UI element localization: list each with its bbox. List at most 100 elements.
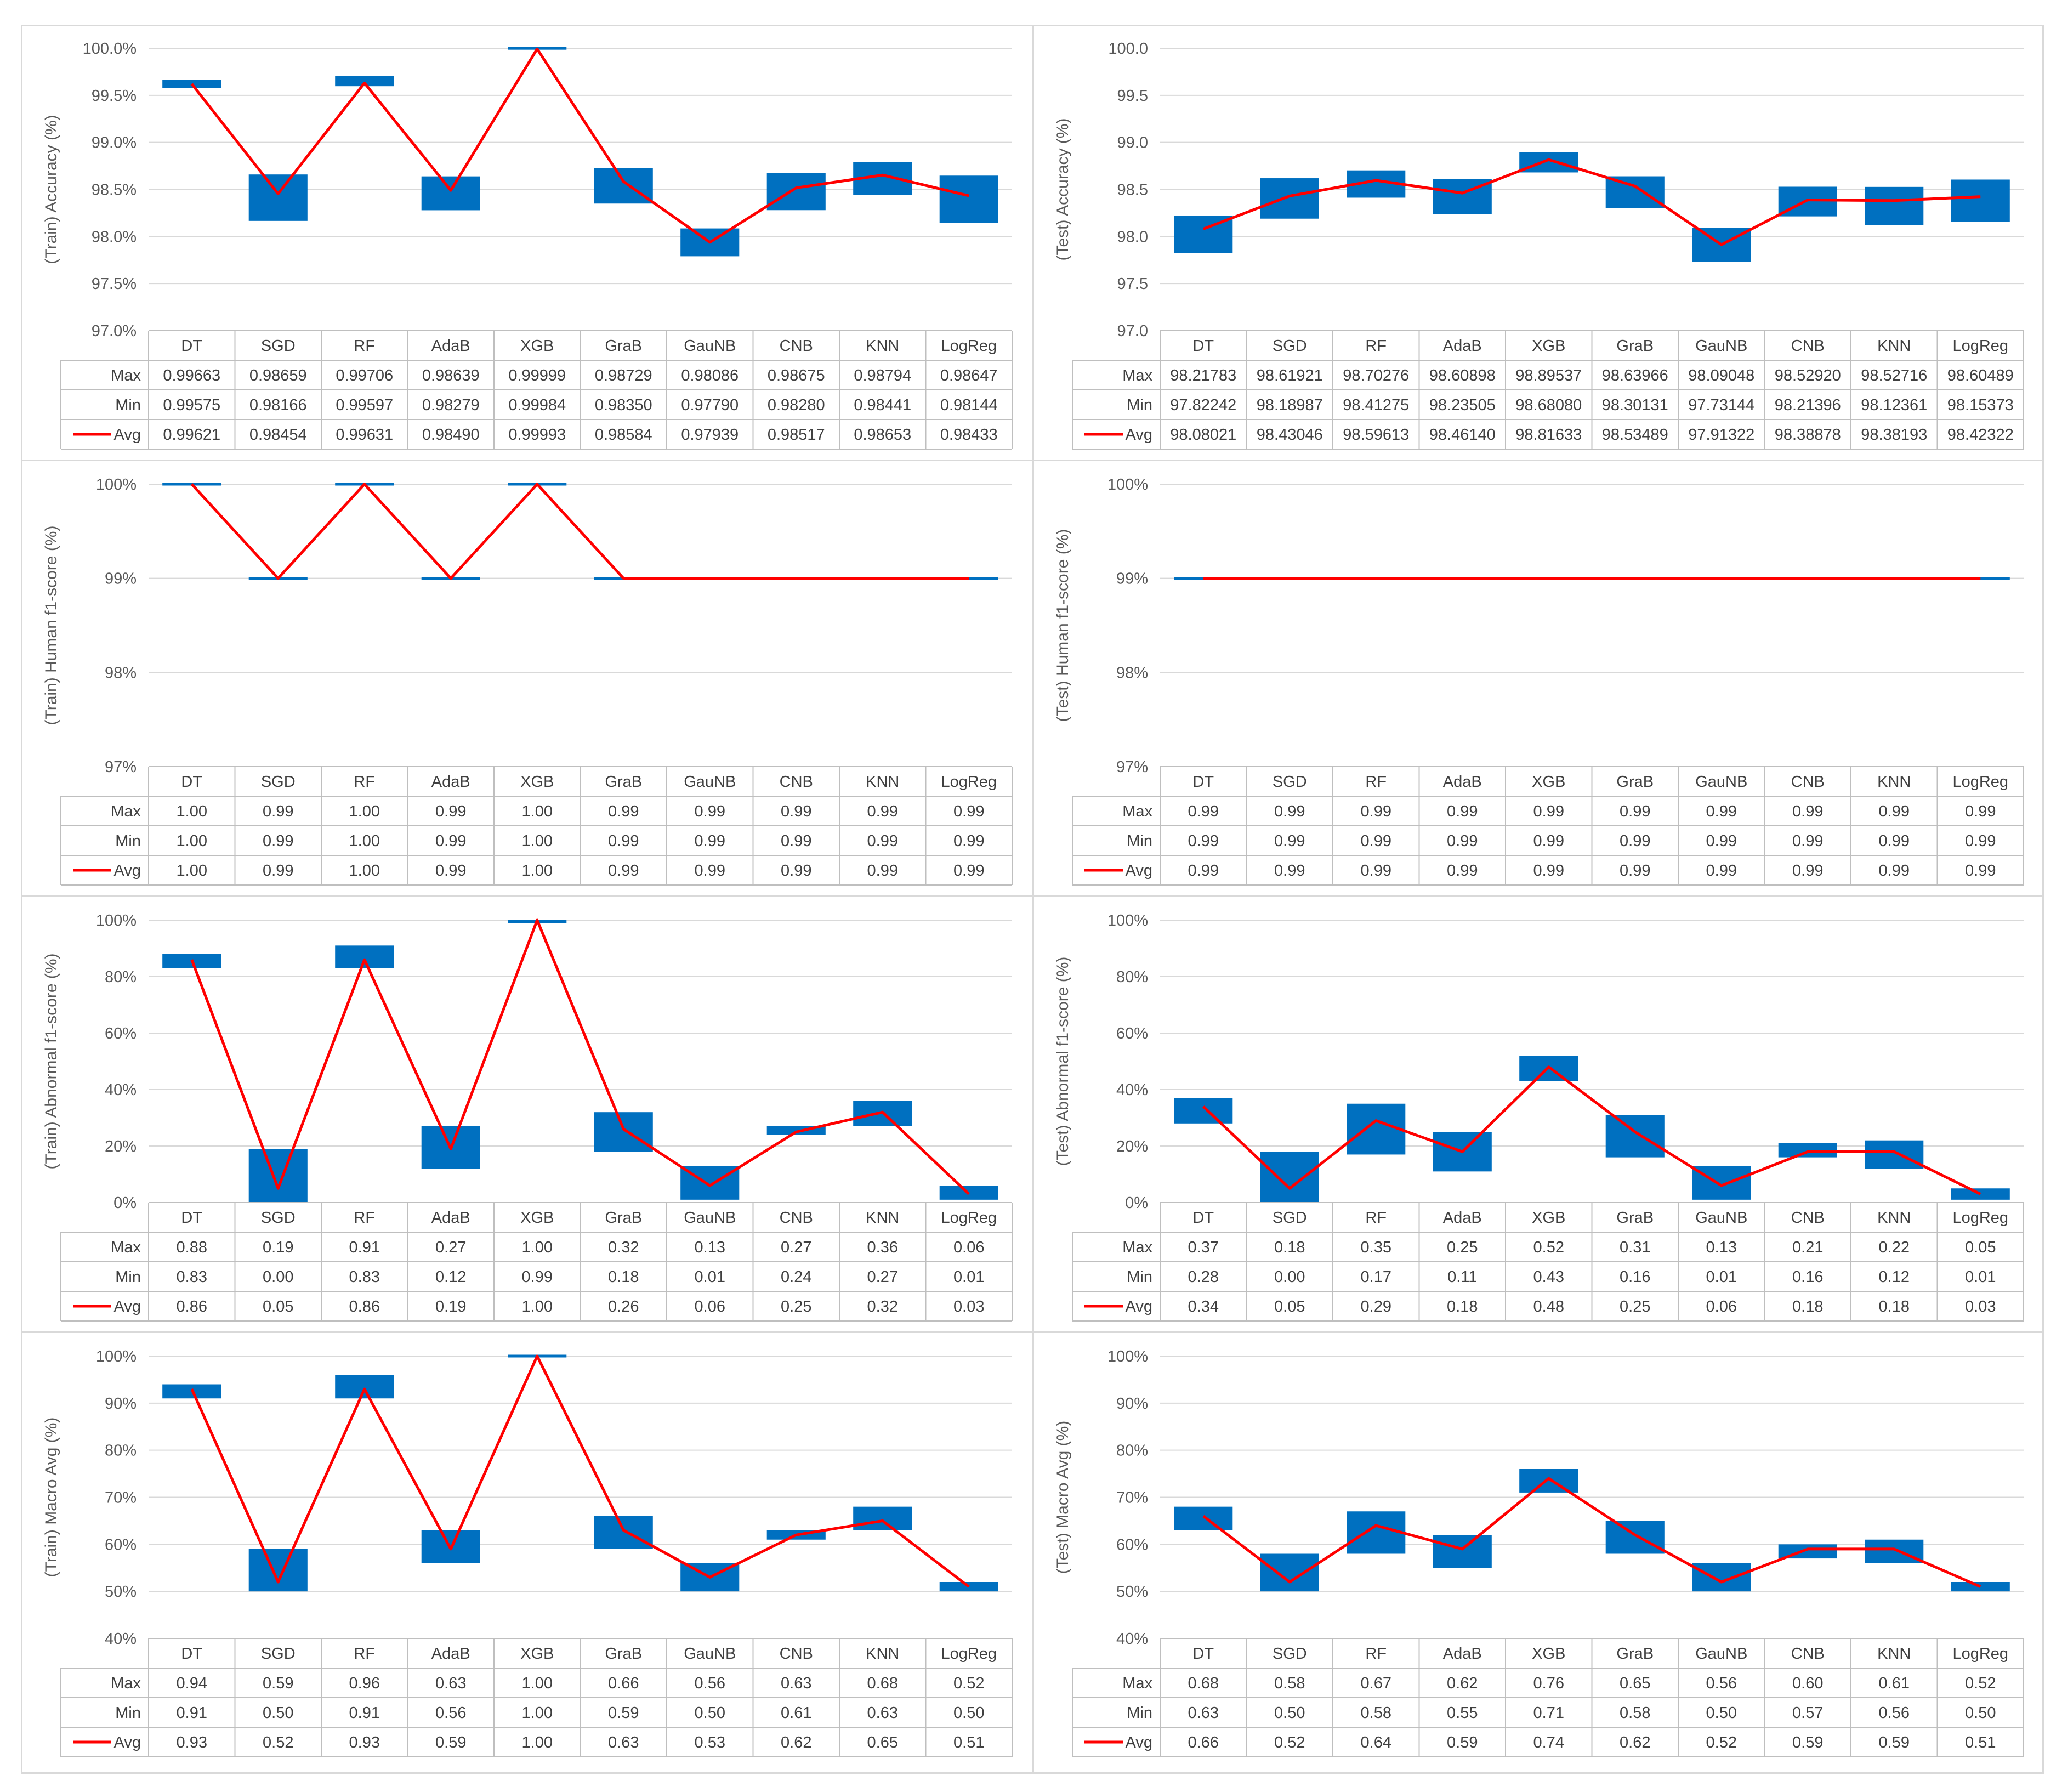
category-label-AdaB: AdaB — [431, 1645, 470, 1663]
cell-Min-CNB: 0.24 — [781, 1268, 811, 1286]
panel-divider-row-3 — [22, 1331, 2042, 1333]
row-label-Avg: Avg — [114, 862, 141, 880]
category-label-XGB: XGB — [1532, 337, 1565, 355]
cell-Min-LogReg: 0.98144 — [940, 396, 998, 414]
category-label-CNB: CNB — [1791, 773, 1825, 791]
box-CNB — [1778, 1143, 1837, 1158]
row-label-Max: Max — [1122, 1675, 1152, 1692]
y-tick-label: 100% — [1107, 476, 1148, 494]
category-label-RF: RF — [1365, 337, 1387, 355]
cell-Min-XGB: 0.43 — [1533, 1268, 1564, 1286]
box-RF — [1347, 1511, 1406, 1554]
cell-Max-GauNB: 0.56 — [1706, 1675, 1737, 1692]
cell-Avg-SGD: 0.05 — [263, 1298, 293, 1315]
cell-Max-XGB: 1.00 — [522, 803, 553, 820]
chart-svg-test-abnormal-f1: (Test) Abnormal f1-score (%) 0% 20% 40% 60% 8… — [1054, 912, 2024, 1322]
cell-Avg-CNB: 0.98517 — [768, 426, 825, 444]
cell-Avg-GauNB: 0.53 — [695, 1734, 725, 1751]
y-tick-label: 98% — [1116, 664, 1148, 682]
cell-Min-DT: 97.82242 — [1170, 396, 1236, 414]
cell-Max-RF: 0.91 — [349, 1239, 380, 1256]
chart-svg-train-abnormal-f1: (Train) Abnormal f1-score (%) 0% 20% 40% 60%… — [42, 912, 1013, 1322]
y-tick-label: 90% — [1116, 1395, 1148, 1413]
category-label-RF: RF — [1365, 1209, 1387, 1227]
category-label-DT: DT — [181, 1209, 202, 1227]
category-label-RF: RF — [354, 1209, 375, 1227]
cell-Min-AdaB: 0.12 — [435, 1268, 466, 1286]
cell-Avg-SGD: 0.98454 — [249, 426, 307, 444]
cell-Max-AdaB: 0.99 — [435, 803, 466, 820]
cell-Max-KNN: 0.98794 — [854, 367, 911, 384]
box-GraB — [594, 1516, 653, 1549]
cell-Avg-XGB: 1.00 — [522, 1734, 553, 1751]
cell-Max-SGD: 0.99 — [1274, 803, 1305, 820]
cell-Min-RF: 0.91 — [349, 1704, 380, 1722]
chart-grid: (Train) Accuracy (%) 97.0% 97.5% 98.0% 98.5%… — [21, 25, 2044, 1774]
category-label-LogReg: LogReg — [941, 773, 997, 791]
cell-Min-GauNB: 0.50 — [695, 1704, 725, 1722]
cell-Min-XGB: 0.99984 — [508, 396, 566, 414]
category-label-GauNB: GauNB — [684, 1209, 736, 1227]
y-tick-label: 97.5% — [92, 275, 137, 293]
cell-Min-CNB: 0.98280 — [768, 396, 825, 414]
category-label-DT: DT — [181, 337, 202, 355]
cell-Min-GraB: 0.99 — [608, 832, 639, 850]
chart-svg-test-macro-avg: (Test) Macro Avg (%) 40% 50% 60% 70% 80% 90% 10… — [1054, 1348, 2024, 1757]
row-label-Min: Min — [115, 396, 141, 414]
cell-Min-AdaB: 0.11 — [1447, 1268, 1477, 1286]
cell-Avg-SGD: 0.52 — [1274, 1734, 1305, 1751]
row-label-Max: Max — [111, 367, 141, 384]
cell-Avg-CNB: 0.62 — [781, 1734, 811, 1751]
category-label-DT: DT — [1192, 1645, 1214, 1663]
row-label-Max: Max — [1122, 1239, 1152, 1256]
cell-Min-CNB: 0.57 — [1792, 1704, 1823, 1722]
category-label-XGB: XGB — [520, 1209, 554, 1227]
cell-Max-XGB: 98.89537 — [1515, 367, 1582, 384]
y-tick-label: 70% — [1116, 1489, 1148, 1507]
category-label-SGD: SGD — [261, 337, 296, 355]
cell-Min-DT: 0.28 — [1188, 1268, 1219, 1286]
category-label-KNN: KNN — [866, 773, 899, 791]
category-label-RF: RF — [354, 773, 375, 791]
cell-Avg-SGD: 0.05 — [1274, 1298, 1305, 1315]
cell-Min-KNN: 0.63 — [867, 1704, 898, 1722]
cell-Min-AdaB: 0.56 — [435, 1704, 466, 1722]
category-label-KNN: KNN — [866, 1209, 899, 1227]
y-tick-label: 20% — [1116, 1138, 1148, 1155]
box-RF — [335, 1375, 394, 1399]
y-axis-label: (Test) Macro Avg (%) — [1054, 1421, 1072, 1574]
row-label-Avg: Avg — [114, 426, 141, 444]
y-axis-label: (Train) Abnormal f1-score (%) — [42, 954, 60, 1170]
cell-Min-CNB: 0.99 — [781, 832, 811, 850]
row-label-Min: Min — [115, 1704, 141, 1722]
y-tick-label: 99.0% — [92, 134, 137, 152]
cell-Min-GraB: 0.16 — [1620, 1268, 1650, 1286]
cell-Avg-LogReg: 0.51 — [1965, 1734, 1996, 1751]
cell-Avg-SGD: 98.43046 — [1257, 426, 1323, 444]
cell-Min-GauNB: 97.73144 — [1688, 396, 1754, 414]
box-GauNB — [1692, 1166, 1751, 1200]
y-tick-label: 97% — [105, 758, 137, 776]
cell-Min-AdaB: 0.99 — [435, 832, 466, 850]
category-label-GauNB: GauNB — [684, 773, 736, 791]
category-label-XGB: XGB — [1532, 1209, 1565, 1227]
cell-Max-GauNB: 0.13 — [695, 1239, 725, 1256]
avg-line — [1202, 1065, 1981, 1195]
cell-Min-GraB: 0.58 — [1620, 1704, 1650, 1722]
cell-Avg-KNN: 0.99 — [1879, 862, 1910, 880]
category-label-LogReg: LogReg — [1952, 773, 2008, 791]
box-SGD — [1260, 178, 1319, 219]
cell-Min-LogReg: 98.15373 — [1947, 396, 2014, 414]
cell-Min-KNN: 0.99 — [867, 832, 898, 850]
cell-Min-RF: 0.83 — [349, 1268, 380, 1286]
data-table: DT SGD RF AdaB XGB GraB GauNB CNB KNN LogReg Max 98… — [1072, 330, 2024, 450]
category-label-RF: RF — [1365, 773, 1387, 791]
chart-svg-train-macro-avg: (Train) Macro Avg (%) 40% 50% 60% 70% 80% 90% 1… — [42, 1348, 1013, 1757]
category-label-SGD: SGD — [1273, 773, 1307, 791]
category-label-KNN: KNN — [866, 1645, 899, 1663]
category-label-GauNB: GauNB — [684, 337, 736, 355]
cell-Avg-LogReg: 0.03 — [953, 1298, 984, 1315]
box-LogReg — [1951, 179, 2010, 222]
category-label-AdaB: AdaB — [431, 773, 470, 791]
cell-Max-RF: 0.99 — [1361, 803, 1391, 820]
